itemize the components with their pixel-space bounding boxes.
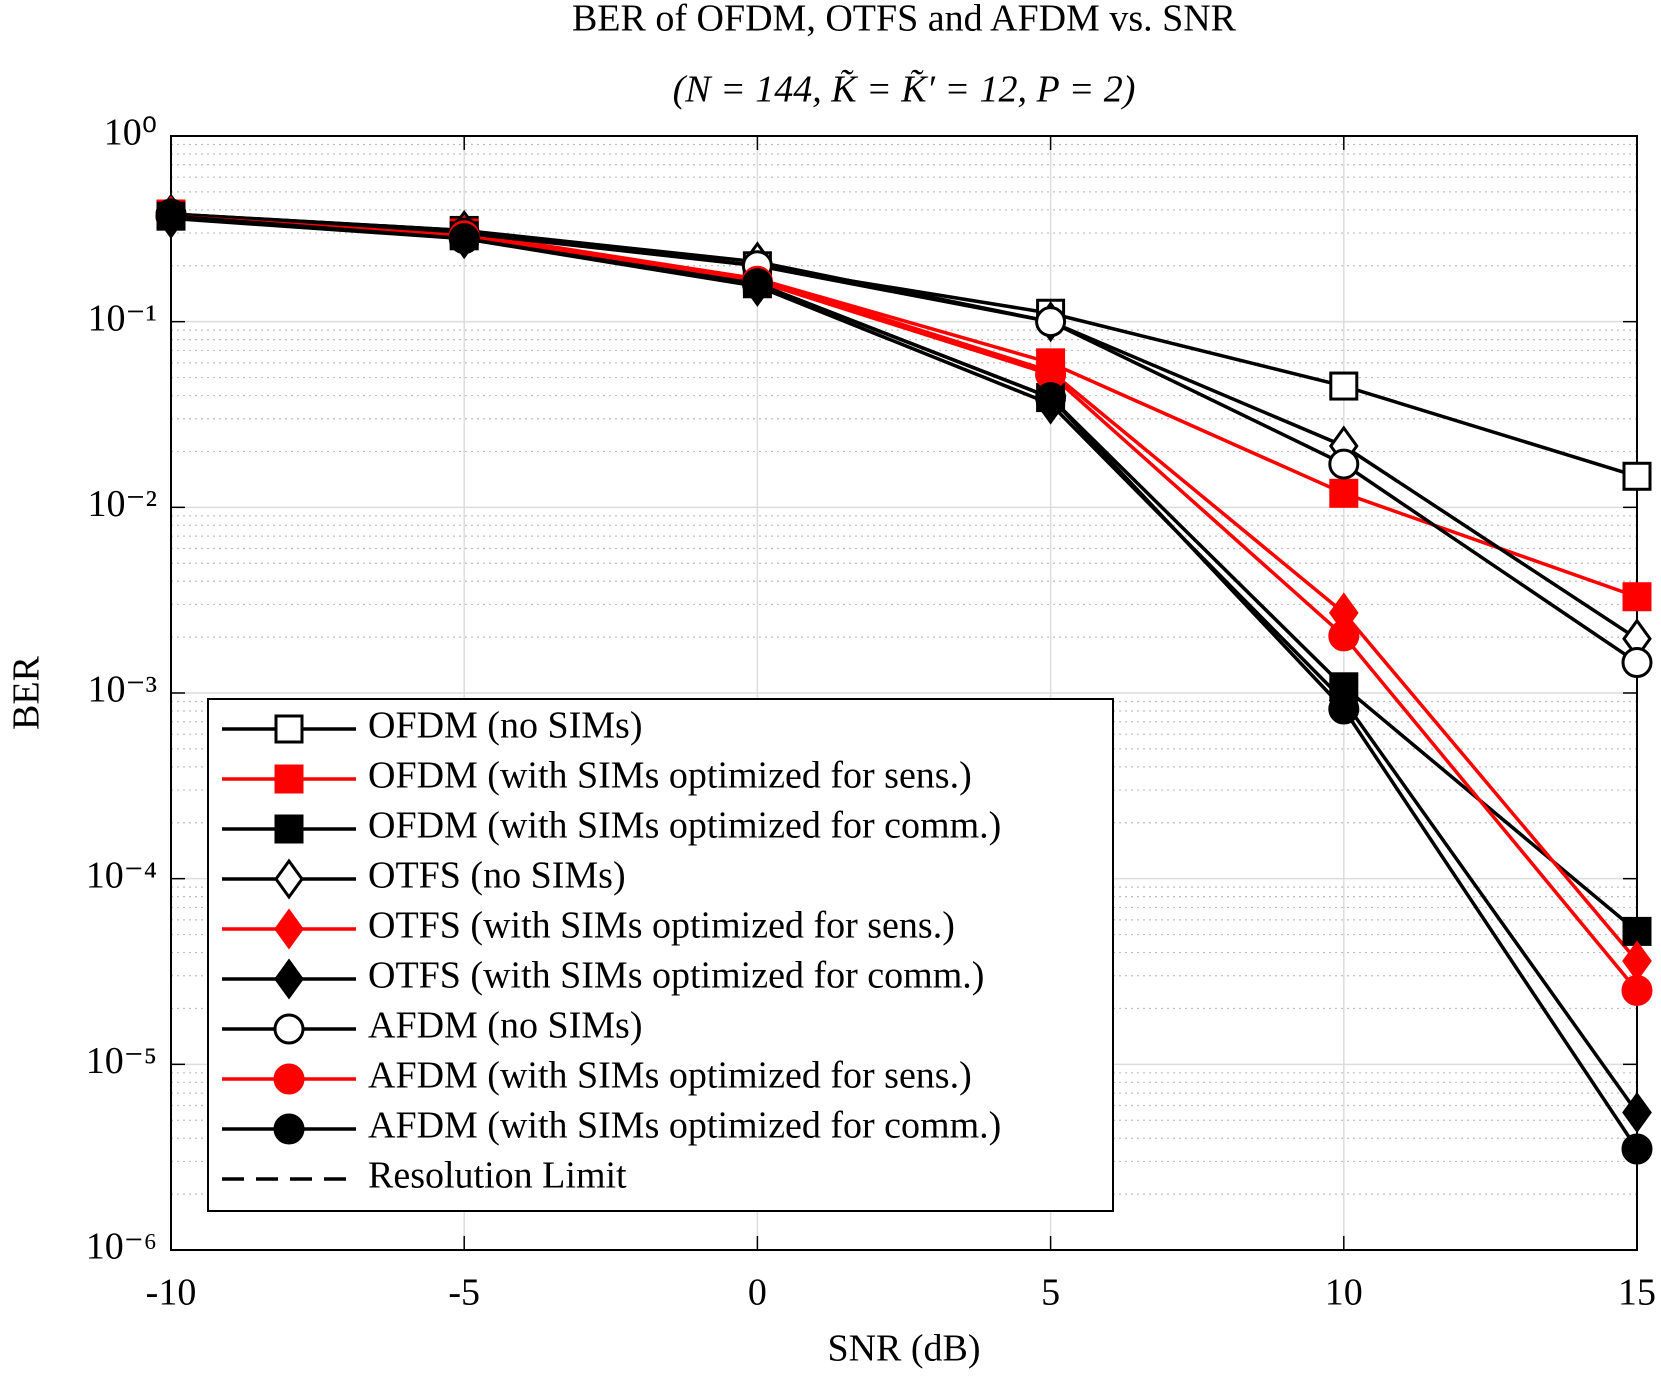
marker <box>448 223 480 255</box>
marker <box>155 200 187 232</box>
legend: OFDM (no SIMs) OFDM (with SIMs optimized … <box>207 698 1114 1212</box>
legend-label: AFDM (with SIMs optimized for comm.) <box>368 1105 1001 1147</box>
y-tick-label: 10⁻⁵ <box>86 1040 157 1082</box>
marker <box>1621 646 1653 678</box>
legend-box <box>207 698 1114 1212</box>
y-tick-label: 10⁻¹ <box>88 297 157 339</box>
legend-label: OTFS (no SIMs) <box>368 855 626 897</box>
series-line <box>170 214 1639 1150</box>
marker <box>1328 693 1360 725</box>
chart-title: BER of OFDM, OTFS and AFDM vs. SNR <box>572 0 1237 40</box>
x-tick-label: 15 <box>1618 1272 1656 1314</box>
y-tick-label: 10⁻² <box>88 483 157 525</box>
marker <box>1622 461 1652 491</box>
marker <box>274 814 304 844</box>
legend-label: OTFS (with SIMs optimized for comm.) <box>368 955 984 997</box>
legend-label: OFDM (with SIMs optimized for sens.) <box>368 755 972 797</box>
x-tick-label: 10 <box>1325 1272 1363 1314</box>
marker <box>273 1113 305 1145</box>
marker <box>1621 974 1653 1006</box>
legend-label: OFDM (no SIMs) <box>368 705 642 747</box>
y-tick-label: 10⁻⁴ <box>86 854 157 896</box>
y-tick-label: 10⁻⁶ <box>86 1226 157 1268</box>
marker <box>274 858 304 900</box>
series-line <box>170 212 1638 664</box>
marker <box>1622 916 1652 946</box>
marker <box>273 1013 305 1045</box>
marker <box>274 714 304 744</box>
marker <box>274 958 304 1000</box>
marker <box>273 1063 305 1095</box>
marker <box>1621 1133 1653 1165</box>
marker <box>1328 620 1360 652</box>
y-axis-label: BER <box>6 655 48 730</box>
legend-label: OFDM (with SIMs optimized for comm.) <box>368 805 1001 847</box>
y-tick-label: 10⁰ <box>104 112 157 154</box>
x-axis-label: SNR (dB) <box>827 1328 980 1370</box>
series-line <box>170 214 1639 992</box>
marker <box>1622 582 1652 612</box>
marker <box>1035 306 1067 338</box>
legend-label: AFDM (with SIMs optimized for sens.) <box>368 1055 972 1097</box>
legend-label: OTFS (with SIMs optimized for sens.) <box>368 905 955 947</box>
marker <box>1035 382 1067 414</box>
marker <box>274 908 304 950</box>
legend-label: Resolution Limit <box>368 1155 627 1197</box>
x-tick-label: -10 <box>146 1272 197 1314</box>
marker <box>274 764 304 794</box>
chart-subtitle: (N = 144, K̃ = K̃′ = 12, P = 2) <box>673 69 1136 111</box>
legend-label: AFDM (no SIMs) <box>368 1005 642 1047</box>
series-line <box>170 212 1638 599</box>
marker <box>1329 371 1359 401</box>
x-tick-label: 5 <box>1041 1272 1060 1314</box>
y-tick-label: 10⁻³ <box>88 669 157 711</box>
series-line <box>170 212 1638 641</box>
plot-frame <box>170 135 1638 1251</box>
marker <box>1328 448 1360 480</box>
marker <box>1329 478 1359 508</box>
x-tick-label: 0 <box>748 1272 767 1314</box>
x-tick-label: -5 <box>448 1272 480 1314</box>
marker <box>1622 1091 1652 1134</box>
marker <box>741 268 773 300</box>
